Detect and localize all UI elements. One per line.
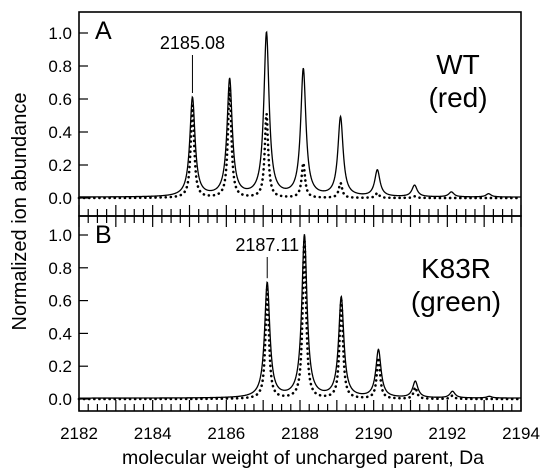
spectrum-panel-b: 0.0 0.2 0.4 0.6 0.8 1.0 2187.11 B K83R(green) [48, 215, 523, 412]
variant-title: WT [436, 49, 480, 80]
y-tick-label: 1.0 [48, 24, 72, 43]
variant-title: K83R [421, 253, 491, 284]
y-tick-label: 0.2 [48, 357, 72, 376]
y-tick-label: 0.8 [48, 57, 72, 76]
dotted-trace [77, 239, 523, 401]
y-tick-label: 0.4 [48, 324, 72, 343]
y-tick-label: 1.0 [48, 226, 72, 245]
y-tick-label: 0.6 [48, 90, 72, 109]
y-tick-label: 0.4 [48, 123, 72, 142]
peak-mass-label: 2187.11 [235, 235, 299, 255]
x-tick-label: 2192 [428, 424, 466, 443]
y-tick-label: 0.6 [48, 292, 72, 311]
x-tick-label: 2190 [355, 424, 393, 443]
y-tick-label: 0.0 [48, 390, 72, 409]
y-axis-label: Normalized ion abundance [9, 93, 31, 331]
x-axis: 2182 2184 2186 2188 2190 2192 2194 molecular we… [60, 424, 540, 469]
variant-subtitle: (green) [411, 286, 501, 317]
x-axis-label: molecular weight of uncharged parent, Da [122, 447, 484, 469]
x-tick-label: 2186 [207, 424, 245, 443]
solid-trace [79, 234, 521, 399]
panel-label: B [95, 221, 112, 249]
spectrum-panel-a: 0.0 0.2 0.4 0.6 0.8 1.0 2185.08 A WT(red) [48, 11, 523, 217]
panel-label: A [95, 17, 112, 45]
x-tick-label: 2182 [60, 424, 98, 443]
x-tick-label: 2188 [281, 424, 319, 443]
peak-mass-label: 2185.08 [160, 33, 225, 53]
variant-subtitle: (red) [428, 82, 487, 113]
x-tick-label: 2194 [502, 424, 540, 443]
y-tick-label: 0.0 [48, 189, 72, 208]
solid-trace [79, 30, 521, 198]
y-tick-label: 0.2 [48, 156, 72, 175]
y-tick-label: 0.8 [48, 259, 72, 278]
x-tick-label: 2184 [134, 424, 172, 443]
